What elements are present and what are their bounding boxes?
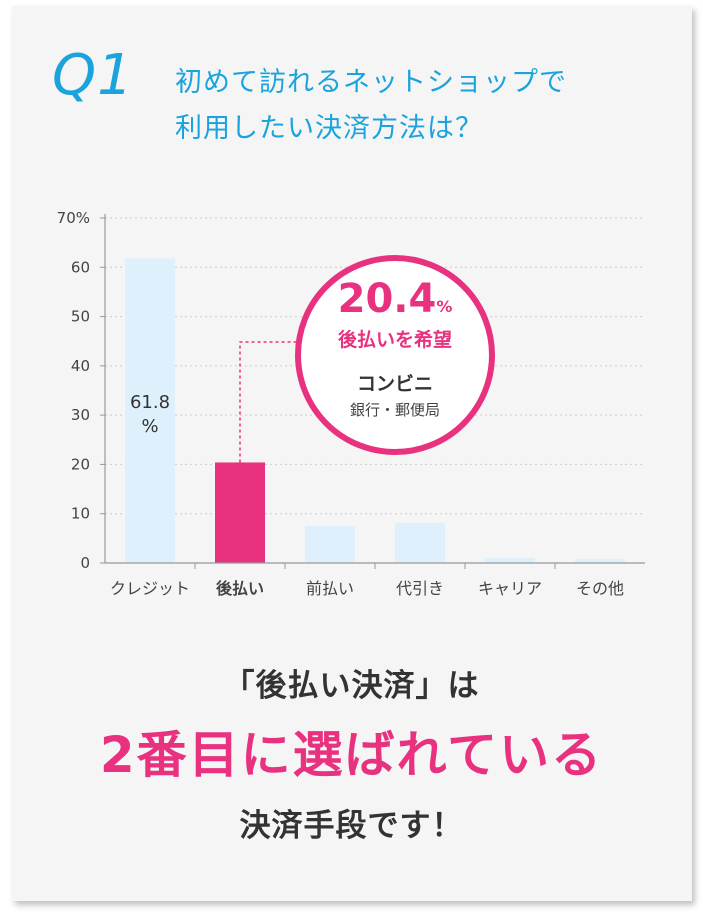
question-number: Q1	[52, 43, 134, 108]
summary-line-1: 「後払い決済」は	[223, 668, 480, 704]
callout-label: 後払いを希望	[338, 328, 452, 351]
bar-3	[395, 523, 445, 563]
data-labels: 61.8%	[130, 392, 170, 437]
y-tick-label: 50	[71, 308, 90, 326]
y-tick-label: 20	[71, 455, 90, 473]
callout-connector	[239, 341, 298, 463]
y-tick-label: 70%	[57, 209, 90, 227]
data-label-unit: %	[141, 416, 158, 437]
bars	[125, 258, 625, 563]
summary-line-2: 2番目に選ばれている	[99, 726, 604, 784]
y-tick-label: 10	[71, 505, 90, 523]
callout-line-1: コンビニ	[357, 373, 433, 395]
callout-line-2: 銀行・郵便局	[350, 401, 440, 419]
bar-2	[305, 526, 355, 563]
x-tick-label: 前払い	[306, 579, 354, 598]
x-tick-label: クレジット	[110, 579, 190, 598]
x-tick-label: キャリア	[478, 579, 542, 598]
y-tick-label: 60	[71, 258, 90, 276]
x-tick-label: 代引き	[396, 579, 444, 598]
question-text: 初めて訪れるネットショップで 利用したい決済方法は？	[175, 60, 567, 152]
y-tick-label: 40	[71, 357, 90, 375]
callout-unit: %	[436, 297, 452, 316]
y-axis-ticks: 0 10 20 30 40 50 60 70%	[57, 209, 105, 572]
x-tick-label: その他	[576, 579, 624, 598]
x-axis-labels: クレジット 後払い 前払い 代引き キャリア その他	[110, 579, 624, 598]
y-tick-label: 30	[71, 406, 90, 424]
bar-0	[125, 258, 175, 563]
callout-value: 20.4%	[338, 276, 453, 322]
y-tick-label: 0	[80, 554, 90, 572]
question-line-1: 初めて訪れるネットショップで	[175, 67, 567, 98]
summary-line-3: 決済手段です！	[239, 808, 464, 844]
bar-5	[575, 559, 625, 563]
x-tick-label: 後払い	[216, 579, 264, 598]
callout-circle	[295, 255, 495, 455]
question-line-2: 利用したい決済方法は？	[175, 113, 483, 144]
bar-4	[485, 558, 535, 563]
callout-number: 20.4	[338, 276, 437, 322]
data-label-value: 61.8	[130, 392, 170, 413]
bar-1	[215, 462, 265, 563]
axes	[104, 214, 645, 569]
